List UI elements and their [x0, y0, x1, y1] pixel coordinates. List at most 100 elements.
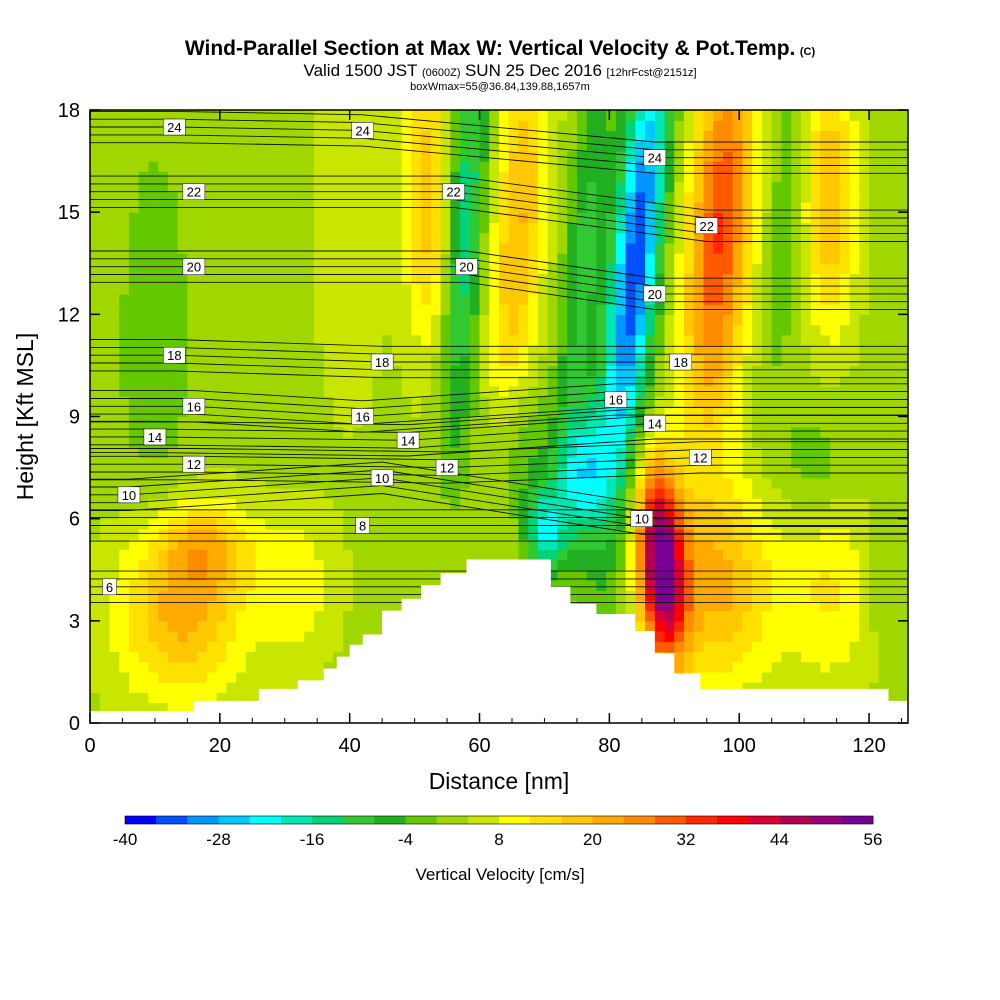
velocity-cell: [557, 436, 568, 448]
velocity-cell: [674, 171, 685, 183]
velocity-cell: [197, 293, 208, 305]
velocity-cell: [352, 222, 364, 234]
velocity-cell: [460, 365, 471, 377]
velocity-cell: [411, 569, 422, 581]
velocity-cell: [654, 212, 666, 223]
velocity-cell: [119, 436, 130, 448]
velocity-cell: [391, 150, 403, 162]
velocity-cell: [411, 334, 422, 346]
velocity-cell: [362, 477, 374, 489]
velocity-cell: [791, 631, 802, 642]
velocity-cell: [99, 559, 111, 571]
velocity-cell: [664, 426, 675, 438]
velocity-cell: [255, 385, 266, 397]
velocity-cell: [128, 559, 140, 571]
velocity-cell: [518, 457, 529, 469]
velocity-cell: [197, 120, 208, 132]
velocity-cell: [216, 293, 227, 305]
velocity-cell: [382, 579, 393, 591]
velocity-cell: [167, 682, 179, 693]
velocity-cell: [90, 590, 101, 601]
velocity-cell: [878, 600, 890, 612]
velocity-cell: [869, 406, 880, 418]
velocity-cell: [313, 641, 325, 653]
velocity-cell: [567, 355, 578, 367]
velocity-cell: [878, 559, 890, 571]
velocity-cell: [839, 559, 851, 571]
velocity-cell: [732, 232, 744, 244]
velocity-cell: [460, 140, 471, 152]
velocity-cell: [362, 283, 374, 295]
velocity-cell: [255, 457, 266, 469]
velocity-cell: [635, 477, 646, 489]
velocity-cell: [537, 549, 549, 561]
velocity-cell: [421, 304, 432, 315]
velocity-cell: [810, 447, 821, 458]
velocity-cell: [625, 416, 636, 428]
velocity-cell: [508, 314, 520, 326]
velocity-cell: [138, 467, 150, 479]
velocity-cell: [245, 620, 257, 632]
velocity-cell: [138, 528, 150, 540]
velocity-cell: [664, 140, 675, 152]
velocity-cell: [177, 140, 188, 152]
velocity-cell: [401, 130, 412, 142]
velocity-cell: [869, 436, 880, 448]
velocity-cell: [771, 539, 783, 550]
velocity-cell: [898, 222, 908, 234]
velocity-cell: [489, 477, 500, 489]
velocity-cell: [255, 110, 266, 121]
velocity-cell: [440, 314, 451, 326]
velocity-cell: [625, 600, 636, 612]
velocity-cell: [878, 539, 890, 550]
velocity-cell: [742, 539, 753, 550]
velocity-cell: [343, 191, 354, 203]
velocity-cell: [547, 528, 559, 540]
velocity-cell: [128, 682, 140, 693]
velocity-cell: [537, 498, 549, 510]
velocity-cell: [460, 150, 471, 162]
velocity-cell: [703, 518, 714, 530]
velocity-cell: [411, 528, 422, 540]
velocity-cell: [148, 150, 159, 162]
velocity-cell: [245, 314, 257, 326]
velocity-cell: [518, 488, 529, 499]
velocity-cell: [499, 365, 510, 377]
velocity-cell: [284, 518, 296, 530]
velocity-cell: [888, 365, 899, 377]
velocity-cell: [372, 518, 383, 530]
velocity-cell: [557, 130, 568, 142]
velocity-cell: [294, 641, 305, 653]
velocity-cell: [508, 304, 520, 315]
velocity-cell: [839, 314, 851, 326]
velocity-cell: [167, 671, 179, 683]
velocity-cell: [839, 181, 851, 193]
velocity-cell: [333, 488, 344, 499]
velocity-cell: [615, 539, 627, 550]
velocity-cell: [352, 488, 364, 499]
velocity-cell: [859, 171, 870, 183]
velocity-cell: [460, 191, 471, 203]
velocity-cell: [810, 293, 821, 305]
velocity-cell: [567, 416, 578, 428]
velocity-cell: [781, 559, 792, 571]
velocity-cell: [119, 508, 130, 520]
velocity-cell: [421, 334, 432, 346]
velocity-cell: [878, 140, 890, 152]
velocity-cell: [888, 569, 899, 581]
velocity-cell: [781, 436, 792, 448]
velocity-cell: [430, 344, 442, 356]
velocity-cell: [499, 314, 510, 326]
velocity-cell: [722, 651, 734, 663]
velocity-cell: [761, 682, 773, 693]
velocity-cell: [781, 396, 792, 407]
velocity-cell: [849, 641, 860, 653]
velocity-cell: [391, 600, 403, 612]
velocity-cell: [771, 334, 783, 346]
velocity-cell: [664, 273, 675, 285]
velocity-cell: [90, 355, 101, 367]
velocity-cell: [479, 344, 490, 356]
velocity-cell: [898, 283, 908, 295]
velocity-cell: [528, 528, 539, 540]
velocity-cell: [372, 508, 383, 520]
